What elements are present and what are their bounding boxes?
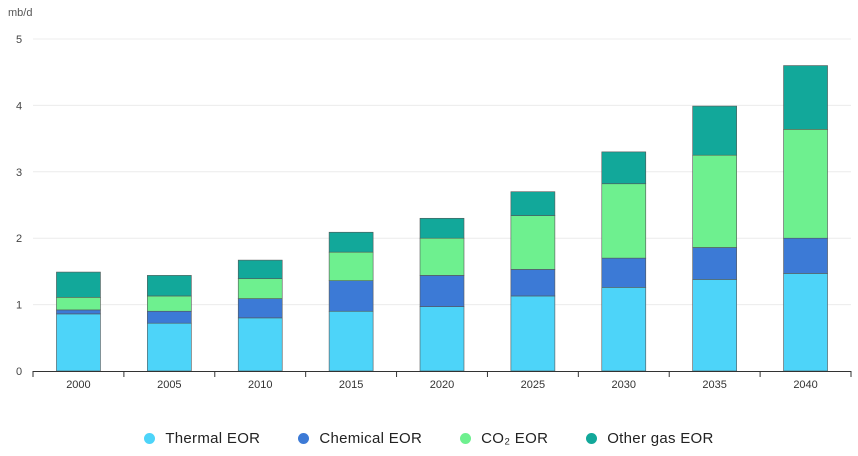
y-axis: 0 1 2 3 4 5 <box>16 34 22 378</box>
bar-segment[interactable] <box>147 310 192 324</box>
bar-segment[interactable] <box>783 129 828 239</box>
bar-segment[interactable] <box>237 298 283 319</box>
bar-segment[interactable] <box>328 310 374 372</box>
y-tick-label: 1 <box>16 300 22 312</box>
bar-segment[interactable] <box>783 237 828 274</box>
legend-label-chemical-eor: Chemical EOR <box>319 429 423 447</box>
legend-item-co2-eor[interactable]: CO₂ EOR <box>460 430 548 447</box>
legend-label-co2-eor: CO₂ EOR <box>481 429 549 447</box>
bar-segment[interactable] <box>328 280 374 312</box>
x-tick-label: 2000 <box>66 379 90 391</box>
bar-segment[interactable] <box>147 275 192 297</box>
bar-segment[interactable] <box>56 309 101 315</box>
bar-segment[interactable] <box>237 317 283 372</box>
bar-segment[interactable] <box>510 295 556 372</box>
y-tick-label: 4 <box>16 100 22 112</box>
x-tick-label: 2010 <box>248 379 272 391</box>
bar-segment[interactable] <box>692 154 737 248</box>
legend: Thermal EOR Chemical EOR CO₂ EOR Other g… <box>0 426 858 450</box>
bar-segment[interactable] <box>147 295 192 312</box>
y-tick-label: 0 <box>16 366 22 378</box>
y-axis-unit-label: mb/d <box>8 7 32 19</box>
x-tick-label: 2005 <box>157 379 181 391</box>
bar-segment[interactable] <box>328 251 374 281</box>
legend-item-other-gas-eor[interactable]: Other gas EOR <box>586 430 713 447</box>
bar-segment[interactable] <box>601 287 647 372</box>
legend-marker-other-gas-eor <box>586 432 598 444</box>
bar-segment[interactable] <box>56 271 101 298</box>
bar-segment[interactable] <box>419 306 465 372</box>
bar-segment[interactable] <box>147 322 192 372</box>
bar-segment[interactable] <box>237 278 283 299</box>
bar-segment[interactable] <box>56 313 101 372</box>
bar-segment[interactable] <box>692 105 737 156</box>
y-tick-label: 5 <box>16 34 22 46</box>
y-tick-label: 2 <box>16 233 22 245</box>
bar-segment[interactable] <box>692 247 737 280</box>
bar-segment[interactable] <box>783 65 828 130</box>
legend-item-chemical-eor[interactable]: Chemical EOR <box>298 430 422 447</box>
bar-segment[interactable] <box>510 269 556 297</box>
legend-marker-chemical-eor <box>298 432 310 444</box>
bar-segment[interactable] <box>601 151 647 185</box>
x-tick-label: 2020 <box>430 379 454 391</box>
x-tick-label: 2040 <box>793 379 817 391</box>
bar-segment[interactable] <box>601 257 647 288</box>
x-tick-label: 2015 <box>339 379 363 391</box>
legend-marker-thermal-eor <box>144 432 156 444</box>
bar-segment[interactable] <box>419 237 465 276</box>
bar-segment[interactable] <box>510 215 556 270</box>
bar-segment[interactable] <box>237 259 283 280</box>
x-tick-label: 2035 <box>702 379 726 391</box>
bar-segment[interactable] <box>692 279 737 372</box>
x-axis: 2000 2005 2010 2015 2020 2025 2030 2035 2040 <box>32 371 852 391</box>
bar-segment[interactable] <box>783 273 828 372</box>
x-tick-label: 2030 <box>612 379 636 391</box>
legend-item-thermal-eor[interactable]: Thermal EOR <box>144 430 260 447</box>
bar-segment[interactable] <box>419 275 465 307</box>
bar-segment[interactable] <box>328 231 374 253</box>
y-tick-label: 3 <box>16 167 22 179</box>
legend-label-thermal-eor: Thermal EOR <box>165 429 261 447</box>
legend-label-other-gas-eor: Other gas EOR <box>607 429 714 447</box>
bar-segment[interactable] <box>56 296 101 311</box>
x-tick-label: 2025 <box>521 379 545 391</box>
bar-segment[interactable] <box>510 191 556 216</box>
bars <box>56 65 828 372</box>
bar-segment[interactable] <box>419 217 465 239</box>
legend-marker-co2-eor <box>460 432 472 444</box>
bar-segment[interactable] <box>601 183 647 259</box>
